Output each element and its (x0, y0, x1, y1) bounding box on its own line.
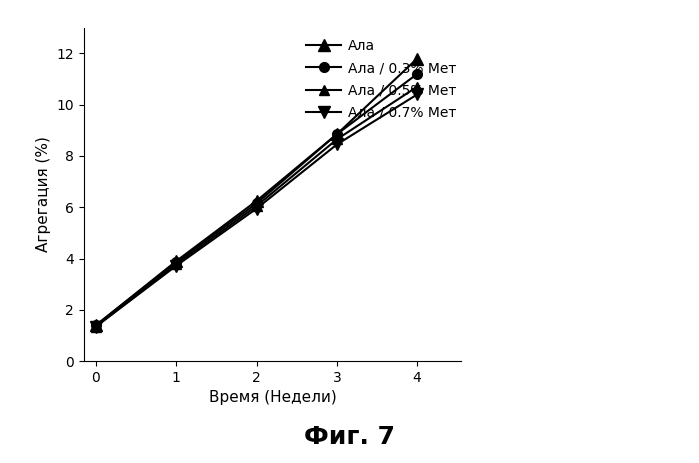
Legend: Ала, Ала / 0.3% Мет, Ала / 0.5% Мет, Ала / 0.7% Мет: Ала, Ала / 0.3% Мет, Ала / 0.5% Мет, Ала… (302, 35, 461, 124)
Line: Ала / 0.5% Мет: Ала / 0.5% Мет (91, 82, 422, 332)
Ала (92, 322, 100, 328)
Ала / 0.5% Мет (333, 137, 341, 142)
Ала / 0.7% Мет (92, 324, 100, 329)
Ала / 0.5% Мет (172, 262, 180, 267)
Ала / 0.5% Мет (252, 203, 261, 209)
X-axis label: Время (Недели): Время (Недели) (209, 390, 336, 406)
Ала / 0.7% Мет (413, 92, 421, 97)
Ала (333, 131, 341, 137)
Line: Ала / 0.3% Мет: Ала / 0.3% Мет (91, 69, 422, 330)
Ала (413, 56, 421, 61)
Ала / 0.3% Мет (252, 200, 261, 206)
Ала / 0.5% Мет (413, 84, 421, 89)
Ала / 0.3% Мет (413, 71, 421, 77)
Ала / 0.7% Мет (333, 142, 341, 147)
Ала / 0.3% Мет (333, 131, 341, 137)
Ала / 0.3% Мет (172, 260, 180, 265)
Ала / 0.7% Мет (252, 206, 261, 211)
Line: Ала / 0.7% Мет: Ала / 0.7% Мет (90, 89, 423, 332)
Ала (172, 258, 180, 264)
Line: Ала: Ала (90, 53, 423, 331)
Ала / 0.3% Мет (92, 322, 100, 328)
Ала (252, 198, 261, 204)
Text: Фиг. 7: Фиг. 7 (304, 425, 395, 449)
Ала / 0.5% Мет (92, 324, 100, 329)
Y-axis label: Агрегация (%): Агрегация (%) (36, 137, 51, 252)
Ала / 0.7% Мет (172, 263, 180, 269)
